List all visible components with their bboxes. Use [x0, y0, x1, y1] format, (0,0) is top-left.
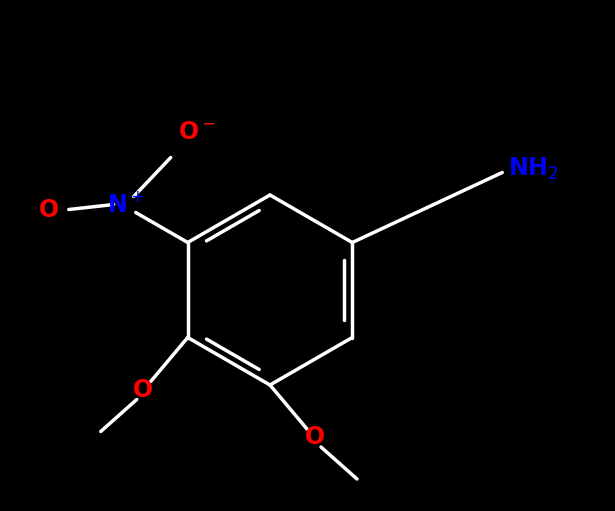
- Text: NH$_2$: NH$_2$: [508, 155, 558, 181]
- Text: N$^+$: N$^+$: [107, 192, 145, 217]
- Text: O: O: [39, 197, 58, 221]
- Text: O: O: [305, 425, 325, 449]
- Text: O$^-$: O$^-$: [178, 120, 215, 144]
- Text: O: O: [133, 378, 153, 402]
